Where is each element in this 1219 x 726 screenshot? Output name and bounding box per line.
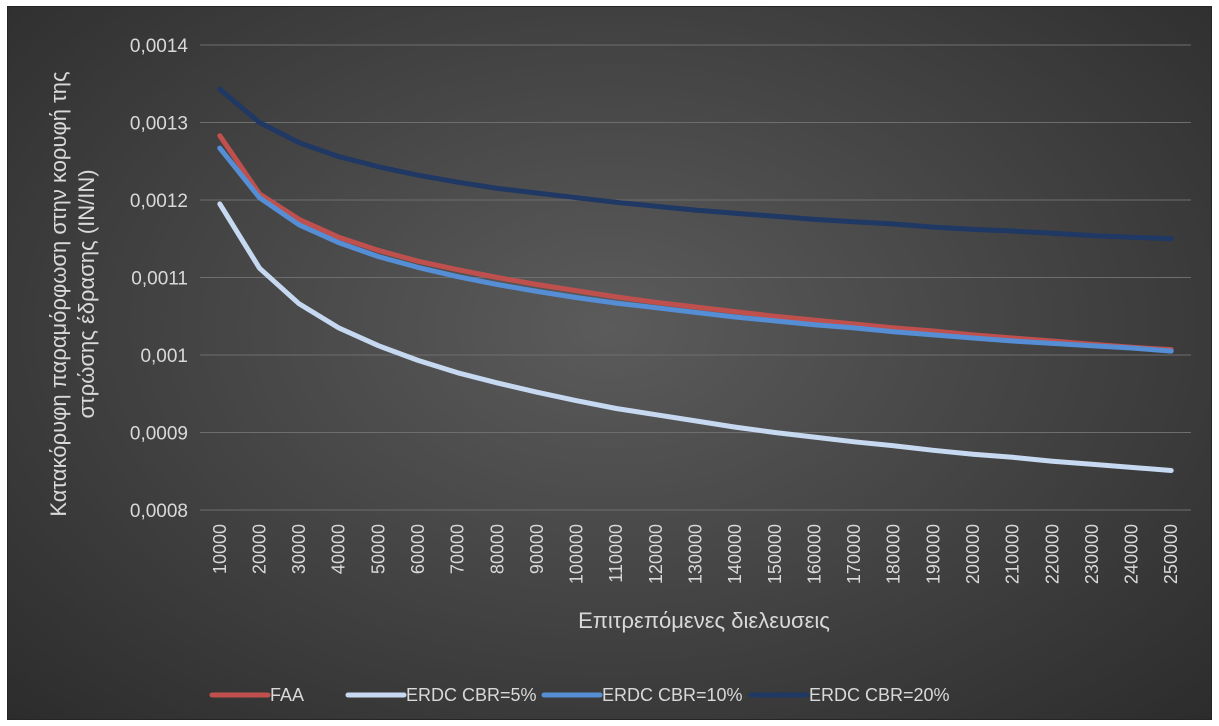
x-tick-label: 180000	[884, 524, 904, 584]
line-chart: 0,0008 0,0009 0,001 0,0011 0,0012 0,0013 0,001…	[46, 36, 1191, 705]
legend-label: ERDC CBR=5%	[406, 685, 537, 705]
y-tick-label: 0,0008	[130, 501, 188, 522]
x-tick-label: 210000	[1003, 524, 1023, 584]
x-tick-label: 150000	[765, 524, 785, 584]
x-tick-label: 130000	[686, 524, 706, 584]
y-tick-label: 0,0011	[131, 269, 188, 290]
x-tick-label: 70000	[448, 524, 468, 574]
x-tick-label: 170000	[844, 524, 864, 584]
y-axis-title-line-1: Κατακόρυφη παραμόρφωση στην κορυφή της	[46, 71, 71, 516]
series-line	[217, 145, 1174, 354]
x-tick-label: 80000	[487, 524, 507, 574]
x-tick-label: 110000	[606, 524, 626, 583]
x-tick-label: 200000	[963, 524, 983, 584]
series-line	[217, 201, 1174, 473]
y-axis-ticks: 0,0008 0,0009 0,001 0,0011 0,0012 0,0013 0,001…	[130, 36, 189, 522]
x-tick-label: 30000	[289, 524, 309, 574]
y-tick-label: 0,0009	[130, 424, 188, 445]
x-tick-label: 240000	[1122, 524, 1142, 584]
x-tick-label: 230000	[1082, 524, 1102, 584]
gridlines	[200, 44, 1191, 511]
x-tick-label: 250000	[1161, 524, 1181, 584]
y-tick-label: 0,001	[140, 346, 188, 367]
legend-label: FAA	[270, 685, 304, 705]
x-tick-label: 220000	[1042, 524, 1062, 584]
chart-area: 0,0008 0,0009 0,001 0,0011 0,0012 0,0013 0,001…	[7, 6, 1212, 720]
x-tick-label: 140000	[725, 524, 745, 584]
x-axis-title: Επιτρεπόμενες διελευσεις	[578, 608, 830, 633]
series-line	[217, 133, 1174, 353]
y-tick-label: 0,0014	[130, 36, 189, 57]
x-tick-label: 100000	[567, 524, 587, 584]
y-tick-label: 0,0012	[130, 191, 188, 212]
x-tick-label: 90000	[527, 524, 547, 574]
legend-label: ERDC CBR=10%	[602, 685, 743, 705]
legend-label: ERDC CBR=20%	[809, 685, 950, 705]
x-tick-label: 20000	[249, 524, 269, 574]
y-tick-label: 0,0013	[130, 114, 188, 135]
legend: FAA ERDC CBR=5% ERDC CBR=10% ERDC CBR=20%	[209, 685, 950, 705]
series-line	[217, 86, 1174, 242]
x-tick-label: 40000	[329, 524, 349, 574]
x-axis-ticks: 10000 20000 30000 40000 50000 60000 70000 80000…	[210, 524, 1181, 584]
x-tick-label: 120000	[646, 524, 666, 584]
x-tick-label: 160000	[804, 524, 824, 584]
x-tick-label: 50000	[368, 524, 388, 574]
x-tick-label: 190000	[923, 524, 943, 584]
y-axis-title-line-2: στρώσης έδρασης (IN/IN)	[74, 169, 99, 418]
x-tick-label: 10000	[210, 524, 230, 574]
y-axis-title: Κατακόρυφη παραμόρφωση στην κορυφή της σ…	[46, 71, 99, 516]
x-tick-label: 60000	[408, 524, 428, 574]
series-lines	[217, 86, 1174, 473]
